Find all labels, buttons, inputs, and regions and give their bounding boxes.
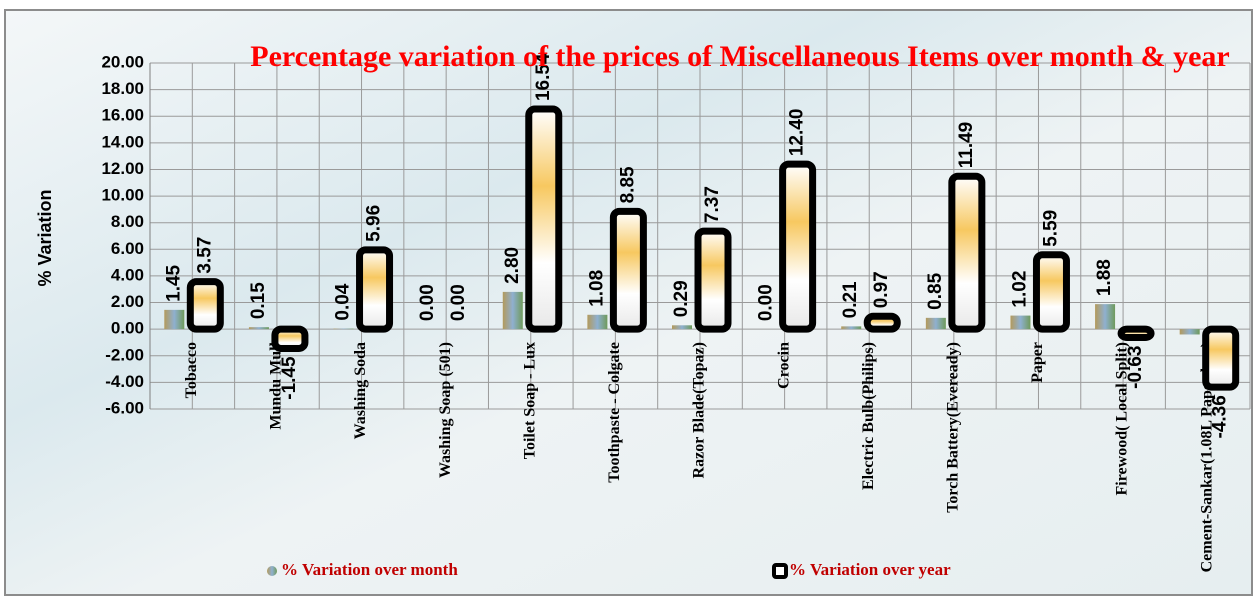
data-label: 3.57 — [194, 237, 215, 274]
bar — [779, 160, 817, 333]
bar — [1032, 251, 1070, 333]
y-tick-label: 14.00 — [101, 132, 144, 151]
data-label: 0.00 — [448, 284, 469, 321]
data-label: 7.37 — [702, 186, 723, 223]
data-label: -4.36 — [1210, 395, 1231, 438]
data-label: 0.00 — [417, 284, 438, 321]
bar — [609, 207, 647, 333]
bar — [672, 325, 692, 330]
data-label: 12.40 — [787, 109, 808, 157]
x-tick-label: Paper — [1029, 342, 1046, 383]
x-tick-label: Washing Soap (501) — [437, 342, 454, 478]
y-tick-label: 12.00 — [101, 159, 144, 178]
bar — [1179, 329, 1200, 335]
x-tick-label: Cement-Sankar(1.08L Paper bag) — [1198, 342, 1215, 572]
data-label: 0.85 — [925, 272, 946, 309]
bar — [587, 314, 608, 330]
legend-swatch — [267, 566, 277, 576]
bar — [1117, 325, 1155, 342]
data-label: 11.49 — [956, 122, 977, 169]
chart-title: Percentage variation of the prices of Mi… — [250, 40, 1230, 73]
bar — [925, 317, 946, 330]
data-label: 0.21 — [840, 281, 861, 318]
bar — [1010, 315, 1031, 330]
data-label: 8.85 — [617, 166, 638, 203]
bar — [248, 327, 269, 330]
x-tick-label: Toothpaste - Colgate — [606, 342, 623, 483]
data-label: 5.96 — [364, 205, 385, 242]
legend-label: % Variation over year — [789, 560, 951, 579]
bar — [1202, 325, 1240, 391]
bar — [525, 105, 563, 333]
data-label: -0.63 — [1125, 346, 1146, 389]
y-tick-label: 16.00 — [101, 106, 144, 125]
bar — [694, 227, 732, 333]
data-label: 0.04 — [333, 283, 354, 320]
x-tick-label: Washing Soda — [352, 342, 369, 439]
data-label: 1.88 — [1094, 259, 1115, 296]
data-label: 0.29 — [671, 280, 692, 317]
data-label: 0.97 — [871, 271, 892, 308]
bar — [948, 172, 986, 333]
legend-label: % Variation over month — [281, 560, 458, 579]
bar — [502, 291, 523, 330]
data-label: 1.02 — [1009, 271, 1030, 308]
x-tick-label: Mundu Mull — [268, 341, 285, 429]
bar — [863, 312, 901, 333]
x-tick-label: Toilet Soap - Lux — [521, 342, 538, 459]
y-axis-label: % Variation — [35, 189, 55, 286]
bar — [356, 246, 394, 333]
y-tick-label: 0.00 — [111, 319, 144, 338]
y-tick-label: -2.00 — [105, 345, 144, 364]
y-tick-label: -6.00 — [105, 398, 144, 417]
data-label: 1.08 — [586, 270, 607, 307]
data-label: 16.54 — [533, 53, 554, 101]
x-tick-label: Tobacco — [183, 342, 200, 398]
legend-swatch — [772, 563, 788, 579]
data-label: 0.15 — [248, 282, 269, 319]
y-tick-label: 18.00 — [101, 79, 144, 98]
y-tick-label: -4.00 — [105, 372, 144, 391]
data-label: 2.80 — [502, 247, 523, 284]
x-tick-label: Electric Bulb(Philips) — [860, 342, 877, 490]
bar — [1095, 304, 1116, 330]
data-label: 5.59 — [1040, 210, 1061, 247]
x-tick-label: Razor Blade(Topaz) — [691, 342, 708, 478]
x-tick-label: Firewood( Local Split) — [1114, 342, 1131, 495]
y-tick-label: 10.00 — [101, 186, 144, 205]
bar — [186, 278, 224, 333]
bar — [271, 325, 309, 352]
data-label: 1.45 — [163, 264, 184, 301]
bar — [164, 309, 185, 330]
x-tick-label: Torch Battery(Eveready) — [945, 342, 962, 513]
y-tick-label: 8.00 — [111, 212, 144, 231]
data-label: 0.00 — [756, 284, 777, 321]
y-tick-label: 20.00 — [101, 52, 144, 71]
bar — [333, 328, 354, 330]
y-tick-label: 4.00 — [111, 265, 144, 284]
y-tick-label: 2.00 — [111, 292, 144, 311]
data-label: -1.45 — [279, 356, 300, 400]
y-tick-label: 6.00 — [111, 239, 144, 258]
bar — [841, 326, 862, 330]
x-tick-label: Crocin — [775, 342, 792, 389]
